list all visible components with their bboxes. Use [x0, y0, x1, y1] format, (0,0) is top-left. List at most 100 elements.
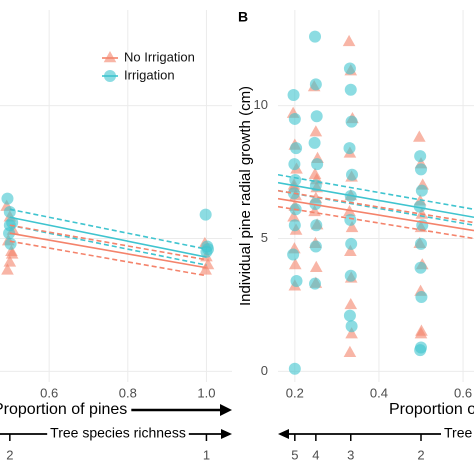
x-axis-title: Proportion of pines — [0, 401, 127, 418]
label-background — [441, 424, 474, 441]
point — [3, 255, 17, 267]
point — [290, 275, 303, 288]
fit-line — [9, 208, 207, 250]
point — [415, 207, 429, 219]
point — [344, 83, 357, 96]
legend-label: No Irrigation — [124, 49, 195, 64]
point — [308, 136, 321, 149]
point — [288, 362, 301, 375]
point — [202, 243, 215, 256]
point — [342, 34, 356, 47]
point — [414, 344, 427, 357]
point — [310, 110, 323, 123]
point — [289, 174, 302, 187]
point — [309, 240, 322, 253]
point — [1, 263, 14, 275]
fit-line — [9, 216, 207, 258]
point — [288, 219, 301, 232]
point — [288, 258, 302, 270]
y-tick-label: 5 — [261, 230, 268, 245]
point — [1, 192, 14, 205]
label-background — [47, 424, 189, 441]
x2-axis-title: Tree species richness — [444, 425, 474, 441]
point — [309, 78, 322, 91]
x-tick-label: 0.4 — [370, 385, 388, 400]
point — [415, 237, 428, 250]
point — [290, 142, 303, 155]
point — [4, 237, 17, 250]
fit-line — [9, 232, 207, 269]
point — [309, 30, 322, 43]
x-tick-label: 1.0 — [197, 385, 215, 400]
point — [287, 248, 300, 261]
point — [199, 263, 212, 275]
point — [5, 247, 19, 259]
arrow-head — [220, 404, 232, 416]
x-tick-label: 0.2 — [286, 385, 304, 400]
point — [311, 158, 324, 171]
point — [309, 260, 323, 272]
plot-area — [0, 192, 215, 277]
point — [415, 163, 428, 176]
point — [287, 89, 300, 102]
point — [344, 269, 357, 282]
y-tick-label: 0 — [261, 363, 268, 378]
fit-line — [278, 181, 474, 219]
point — [343, 62, 356, 75]
x2-tick-label: 4 — [312, 447, 319, 462]
point — [343, 345, 357, 357]
legend-label: Irrigation — [124, 67, 175, 82]
point — [344, 244, 357, 256]
point — [345, 220, 359, 233]
fit-line — [9, 224, 207, 266]
x-tick-label: 0.6 — [454, 385, 472, 400]
point — [346, 168, 359, 181]
point — [343, 309, 356, 322]
point — [287, 210, 300, 222]
fit-line — [278, 205, 474, 240]
point — [345, 237, 358, 250]
x-axis-title: Proportion of pines — [389, 401, 474, 418]
point — [414, 327, 428, 339]
plot-area — [278, 30, 474, 375]
point — [288, 158, 301, 171]
point — [413, 200, 426, 213]
x2-tick-label: 5 — [291, 447, 298, 462]
y-axis-title: Individual pine radial growth (cm) — [237, 86, 254, 306]
fit-line — [9, 224, 207, 261]
point — [413, 130, 426, 142]
point — [415, 290, 428, 303]
y-tick-label: 10 — [254, 97, 268, 112]
point — [344, 213, 357, 226]
fit-line — [278, 189, 474, 224]
point — [344, 297, 358, 310]
x2-tick-label: 2 — [6, 447, 13, 462]
panel-label: B — [238, 9, 248, 25]
arrow-head — [278, 429, 289, 439]
x2-tick-label: 2 — [417, 447, 424, 462]
x-tick-label: 0.8 — [119, 385, 137, 400]
point — [343, 142, 356, 155]
point — [415, 184, 428, 197]
point — [288, 112, 301, 125]
x2-tick-label: 1 — [203, 447, 210, 462]
fit-line — [278, 173, 474, 211]
legend-symbol — [103, 51, 117, 63]
arrow-head — [221, 429, 232, 439]
x2-tick-label: 3 — [347, 447, 354, 462]
point — [3, 205, 16, 218]
point — [309, 125, 323, 137]
point — [414, 261, 427, 274]
point — [310, 219, 323, 232]
x2-axis-title: Tree species richness — [50, 425, 186, 441]
point — [414, 150, 427, 163]
point — [345, 115, 358, 128]
point — [345, 320, 358, 333]
fit-line — [278, 197, 474, 232]
fit-line — [9, 240, 207, 277]
x-tick-label: 0.6 — [40, 385, 58, 400]
point — [345, 327, 358, 339]
